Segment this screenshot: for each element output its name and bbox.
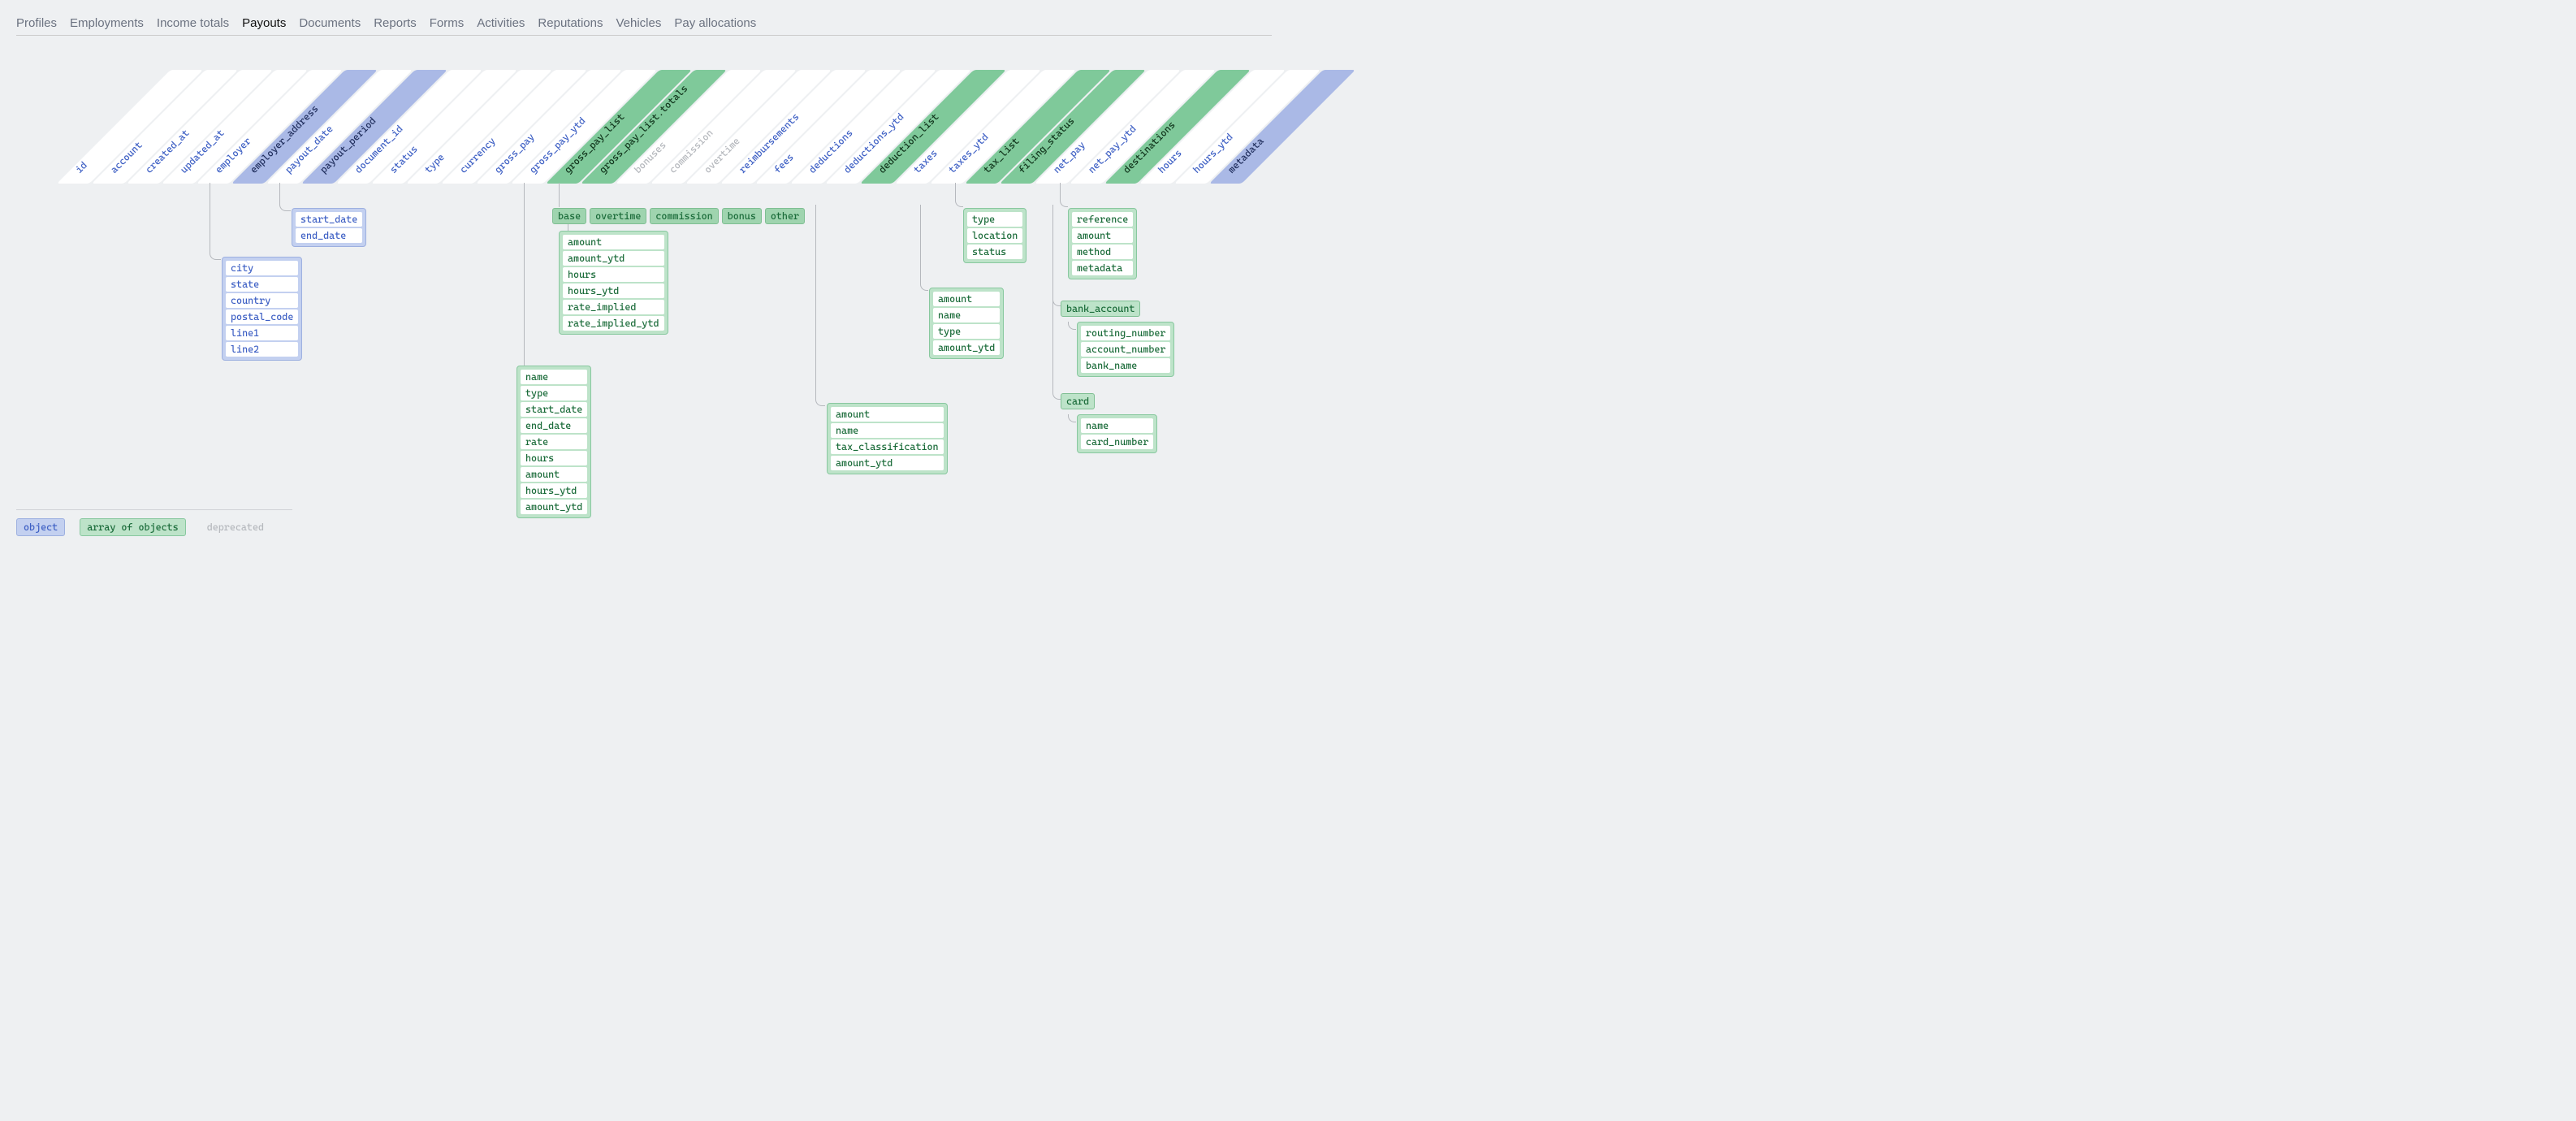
field-line1: line1 (226, 326, 298, 340)
field-amount: amount (521, 467, 587, 482)
field-reference: reference (1072, 212, 1133, 227)
field-amount_ytd: amount_ytd (563, 251, 664, 266)
employer-address-fields: city statecountrypostal_code line1 line2 (222, 257, 302, 361)
field-hours: hours (521, 451, 587, 465)
field-amount_ytd: amount_ytd (933, 340, 1000, 355)
chip-commission: commission (650, 208, 718, 224)
field-line2: line2 (226, 342, 298, 357)
connector (210, 183, 221, 260)
field-postal_code: postal_code (226, 309, 298, 324)
field-rate_implied_ytd: rate_implied_ytd (563, 316, 664, 331)
chip-bonus: bonus (722, 208, 762, 224)
field-city: city (226, 261, 298, 275)
connector (815, 205, 825, 406)
tab-employments[interactable]: Employments (70, 16, 144, 30)
connector (1068, 414, 1076, 422)
field-amount: amount (563, 235, 664, 249)
field-hours: hours (563, 267, 664, 282)
deduction-list-fields: amountnametax_classification amount_ytd (827, 403, 948, 474)
field-end_date: end_date (296, 228, 362, 243)
tab-documents[interactable]: Documents (299, 16, 361, 30)
field-name: name (933, 308, 1000, 322)
tab-activities[interactable]: Activities (477, 16, 525, 30)
field-type: type (933, 324, 1000, 339)
field-tax_classification: tax_classification (831, 439, 944, 454)
field-amount: amount (1072, 228, 1133, 243)
field-amount_ytd: amount_ytd (521, 500, 587, 514)
field-name: name (521, 370, 587, 384)
bank-account-chip: bank_account (1061, 301, 1140, 317)
field-state: state (226, 277, 298, 292)
tab-forms[interactable]: Forms (430, 16, 465, 30)
field-end_date: end_date (521, 418, 587, 433)
field-hours_ytd: hours_ytd (521, 483, 587, 498)
connector (1068, 322, 1076, 330)
field-type: type (967, 212, 1022, 227)
tab-reputations[interactable]: Reputations (538, 16, 603, 30)
field-type: type (521, 386, 587, 400)
gross-pay-list-fields: name type start_dateend_daterate hours amoun… (516, 366, 591, 518)
gross-pay-totals-chips: baseovertimecommissionbonusother (552, 208, 805, 224)
tab-profiles[interactable]: Profiles (16, 16, 57, 30)
connector (920, 205, 928, 291)
legend-array: array of objects (80, 518, 186, 536)
connector (1052, 205, 1061, 400)
connector (524, 183, 525, 366)
field-bank_name: bank_name (1081, 358, 1170, 373)
bank-account-fields: routing_number account_numberbank_name (1077, 322, 1174, 377)
chip-other: other (765, 208, 805, 224)
field-rate: rate (521, 435, 587, 449)
tab-income-totals[interactable]: Income totals (157, 16, 229, 30)
tab-vehicles[interactable]: Vehicles (616, 16, 661, 30)
destinations-fields: referenceamount method metadata (1068, 208, 1137, 279)
field-routing_number: routing_number (1081, 326, 1170, 340)
field-hours_ytd: hours_ytd (563, 283, 664, 298)
legend-deprecated: deprecated (201, 519, 270, 535)
connector (559, 183, 560, 207)
legend: object array of objects deprecated (16, 509, 292, 536)
chip-base: base (552, 208, 586, 224)
field-amount_ytd: amount_ytd (831, 456, 944, 470)
field-name: name (831, 423, 944, 438)
field-method: method (1072, 245, 1133, 259)
field-card_number: card_number (1081, 435, 1153, 449)
field-country: country (226, 293, 298, 308)
connector (955, 183, 963, 207)
field-amount: amount (831, 407, 944, 422)
field-metadata: metadata (1072, 261, 1133, 275)
tab-pay-allocations[interactable]: Pay allocations (674, 16, 756, 30)
column-label: id (73, 159, 89, 175)
tab-reports[interactable]: Reports (374, 16, 417, 30)
field-status: status (967, 245, 1022, 259)
field-name: name (1081, 418, 1153, 433)
connector (1060, 183, 1068, 207)
field-start_date: start_date (296, 212, 362, 227)
gross-pay-totals-fields: amount amount_ytdhourshours_ytd rate_impli… (559, 231, 668, 335)
card-fields: name card_number (1077, 414, 1157, 453)
field-amount: amount (933, 292, 1000, 306)
filing-status-fields: typelocation status (963, 208, 1027, 263)
payout-period-fields: start_dateend_date (292, 208, 366, 247)
tab-bar: Profiles Employments Income totals Payouts D… (16, 16, 1272, 36)
field-account_number: account_number (1081, 342, 1170, 357)
field-location: location (967, 228, 1022, 243)
tax-list-fields: amount name typeamount_ytd (929, 288, 1004, 359)
connector (279, 183, 291, 211)
card-chip: card (1061, 393, 1095, 409)
tab-payouts[interactable]: Payouts (242, 16, 286, 30)
column-header-strip: idaccountcreated_atupdated_atemployeremp… (32, 45, 1272, 184)
field-rate_implied: rate_implied (563, 300, 664, 314)
chip-overtime: overtime (590, 208, 646, 224)
legend-object: object (16, 518, 65, 536)
field-start_date: start_date (521, 402, 587, 417)
